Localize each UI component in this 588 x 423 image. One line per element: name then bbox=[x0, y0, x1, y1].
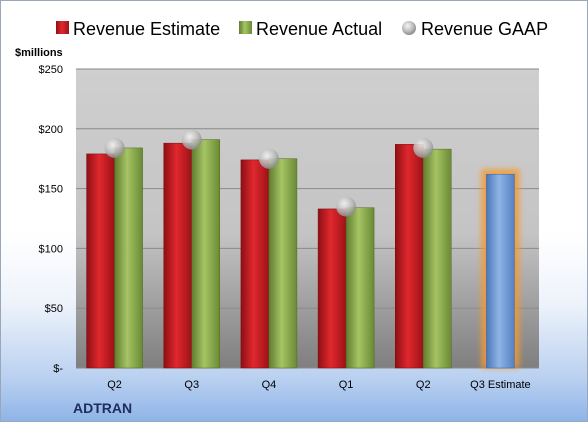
gaap-marker bbox=[336, 196, 357, 217]
legend: Revenue Estimate Revenue Actual Revenue … bbox=[56, 19, 548, 39]
y-tick-label: $200 bbox=[39, 124, 63, 136]
y-axis-tick-labels: $- $50 $100 $150 $200 $250 bbox=[39, 64, 64, 375]
x-tick-label: Q4 bbox=[262, 379, 277, 391]
gridlines bbox=[76, 68, 539, 369]
y-tick-label: $- bbox=[53, 363, 63, 375]
y-tick-label: $150 bbox=[39, 184, 63, 196]
actual-bar bbox=[114, 147, 143, 369]
actual-bar bbox=[423, 148, 452, 369]
gaap-marker bbox=[104, 137, 125, 158]
y-tick-label: $250 bbox=[39, 64, 63, 76]
x-tick-label: Q3 bbox=[184, 379, 199, 391]
company-name: ADTRAN bbox=[73, 400, 132, 416]
actual-bar bbox=[191, 139, 220, 369]
estimate-bar bbox=[317, 208, 347, 369]
x-tick-label: Q2 bbox=[107, 379, 122, 391]
estimate-bar bbox=[163, 142, 192, 369]
estimate-bar bbox=[395, 144, 424, 369]
q3-estimate-bar bbox=[486, 173, 515, 369]
actual-bar bbox=[268, 158, 298, 369]
y-tick-label: $100 bbox=[39, 243, 63, 255]
legend-label-revenue-estimate: Revenue Estimate bbox=[73, 19, 220, 39]
estimate-bar bbox=[240, 159, 270, 369]
x-tick-label: Q3 Estimate bbox=[470, 379, 531, 391]
gaap-markers bbox=[104, 129, 434, 217]
actual-bar bbox=[345, 207, 375, 369]
gaap-marker bbox=[413, 137, 434, 158]
legend-swatch-revenue-gaap bbox=[402, 21, 416, 35]
gaap-marker bbox=[258, 148, 279, 169]
x-axis-tick-labels: Q2 Q3 Q4 Q1 Q2 Q3 Estimate bbox=[107, 379, 530, 391]
x-tick-label: Q1 bbox=[339, 379, 354, 391]
y-tick-label: $50 bbox=[45, 303, 63, 315]
bars bbox=[86, 139, 520, 369]
legend-swatch-revenue-estimate bbox=[56, 21, 69, 34]
legend-label-revenue-gaap: Revenue GAAP bbox=[421, 19, 548, 39]
y-axis-unit-label: $millions bbox=[15, 47, 63, 59]
plot-area bbox=[76, 69, 539, 368]
legend-label-revenue-actual: Revenue Actual bbox=[256, 19, 382, 39]
x-tick-label: Q2 bbox=[416, 379, 431, 391]
legend-swatch-revenue-actual bbox=[239, 21, 252, 34]
gaap-marker bbox=[181, 129, 202, 150]
estimate-bar bbox=[86, 153, 115, 369]
